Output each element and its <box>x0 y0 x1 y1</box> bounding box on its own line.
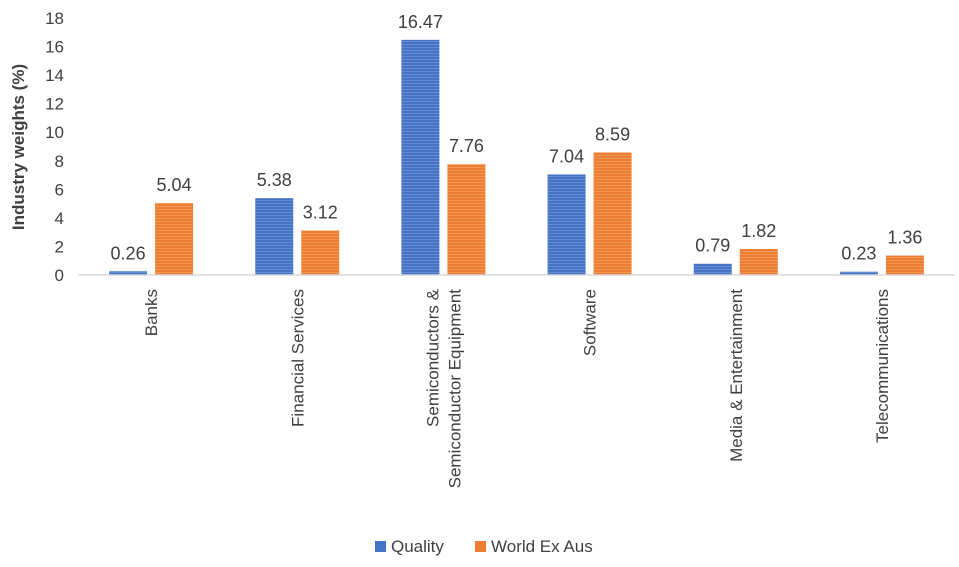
bar-quality <box>839 271 878 275</box>
category-label-line: Banks <box>142 289 161 336</box>
data-label: 1.36 <box>887 228 922 248</box>
y-tick-label: 6 <box>55 180 64 199</box>
data-label: 0.26 <box>111 243 146 263</box>
data-label: 5.04 <box>157 175 192 195</box>
category-label: Software <box>581 289 600 356</box>
bar-world-ex-aus <box>301 230 340 275</box>
category-label-line: Media & Entertainment <box>727 289 746 462</box>
category-label-line: Telecommunications <box>873 289 892 443</box>
y-tick-label: 16 <box>45 38 64 57</box>
data-label: 16.47 <box>398 12 443 32</box>
category-label: Telecommunications <box>873 289 892 443</box>
category-label-line: Software <box>581 289 600 356</box>
category-labels: Banks Financial Services Semiconductors & S… <box>142 288 892 488</box>
y-tick-label: 10 <box>45 123 64 142</box>
y-tick-label: 0 <box>55 266 64 285</box>
data-label: 1.82 <box>741 221 776 241</box>
bar-world-ex-aus <box>593 152 632 275</box>
bar-quality <box>401 39 440 275</box>
data-label: 7.04 <box>549 146 584 166</box>
y-tick-label: 8 <box>55 152 64 171</box>
data-label: 3.12 <box>303 202 338 222</box>
bar-quality <box>693 263 732 275</box>
legend-label: Quality <box>391 537 444 556</box>
y-axis-title: Industry weights (%) <box>9 64 28 230</box>
bar-world-ex-aus <box>155 203 194 275</box>
category-label: Banks <box>142 289 161 336</box>
category-label-line: Semiconductors & <box>423 288 442 427</box>
bar-quality <box>547 174 586 275</box>
bar-quality <box>109 271 148 275</box>
bar-world-ex-aus <box>739 249 778 275</box>
y-tick-label: 2 <box>55 237 64 256</box>
bar-world-ex-aus <box>885 255 924 275</box>
y-tick-label: 14 <box>45 66 64 85</box>
data-label: 5.38 <box>257 170 292 190</box>
data-label: 0.79 <box>695 236 730 256</box>
category-label: Semiconductors & Semiconductor Equipment <box>423 288 464 488</box>
legend-swatch-quality <box>375 541 386 552</box>
y-tick-label: 12 <box>45 95 64 114</box>
y-tick-label: 18 <box>45 9 64 28</box>
category-label: Financial Services <box>288 289 307 427</box>
bar-world-ex-aus <box>447 164 486 275</box>
bar-quality <box>255 198 294 275</box>
data-label: 7.76 <box>449 136 484 156</box>
bars <box>109 39 924 275</box>
data-labels: 0.26 5.04 5.38 3.12 16.47 7.76 7.04 8.59 0.79 1.8… <box>111 12 923 264</box>
category-label: Media & Entertainment <box>727 289 746 462</box>
category-label-line: Semiconductor Equipment <box>445 289 464 489</box>
y-axis-ticks: 0 2 4 6 8 10 12 14 16 18 <box>45 9 64 285</box>
y-tick-label: 4 <box>55 209 64 228</box>
legend: Quality World Ex Aus <box>375 537 593 556</box>
data-label: 0.23 <box>841 244 876 264</box>
legend-swatch-world-ex-aus <box>475 541 486 552</box>
data-label: 8.59 <box>595 124 630 144</box>
y-axis-title-text: Industry weights (%) <box>9 64 28 230</box>
legend-label: World Ex Aus <box>491 537 593 556</box>
category-label-line: Financial Services <box>288 289 307 427</box>
